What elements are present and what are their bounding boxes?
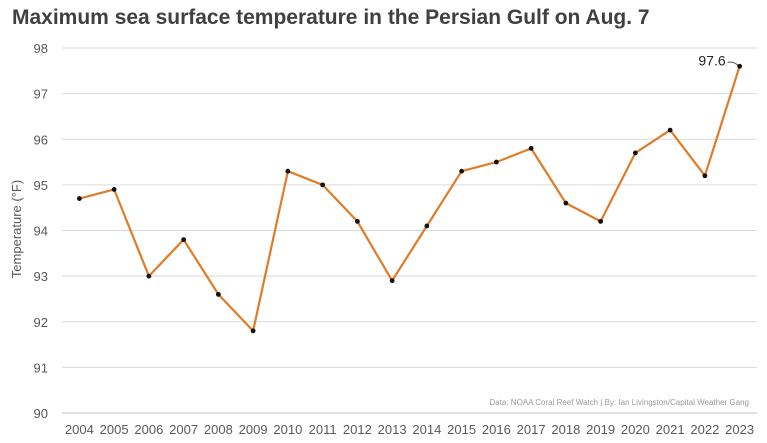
x-tick-label: 2015 (447, 422, 476, 437)
x-tick-label: 2017 (517, 422, 546, 437)
y-tick-label: 90 (34, 406, 48, 421)
x-tick-label: 2009 (239, 422, 268, 437)
source-note: Data: NOAA Coral Reef Watch | By: Ian Li… (489, 398, 749, 407)
x-tick-label: 2022 (690, 422, 719, 437)
y-tick-label: 95 (34, 178, 48, 193)
x-tick-label: 2011 (309, 422, 337, 437)
x-tick-label: 2012 (343, 422, 372, 437)
data-point (354, 218, 360, 224)
x-tick-label: 2016 (482, 422, 511, 437)
y-axis-label: Temperature (°F) (9, 180, 24, 278)
x-tick-label: 2010 (273, 422, 302, 437)
data-point (146, 273, 152, 279)
x-tick-label: 2007 (169, 422, 198, 437)
data-point (250, 328, 256, 334)
data-point (320, 182, 326, 188)
y-axis: 90 91 92 93 94 95 96 97 98 (34, 41, 48, 421)
x-tick-label: 2014 (412, 422, 441, 437)
data-point (598, 218, 604, 224)
y-tick-label: 98 (34, 41, 48, 56)
data-label: 97.6 (698, 52, 725, 68)
data-point (459, 168, 465, 174)
x-tick-label: 2018 (551, 422, 580, 437)
data-point (632, 150, 638, 156)
data-point (181, 237, 187, 243)
data-point (702, 173, 708, 179)
series-temperature: 97.6 (76, 52, 743, 334)
data-point (215, 291, 221, 297)
data-point (737, 63, 743, 69)
x-tick-label: 2004 (65, 422, 94, 437)
data-point (528, 145, 534, 151)
x-tick-label: 2020 (621, 422, 650, 437)
x-axis: 2004 2005 2006 2007 2008 2009 2010 2011 2012 2013… (65, 422, 754, 437)
y-tick-label: 91 (34, 360, 48, 375)
data-point (563, 200, 569, 206)
x-tick-label: 2005 (100, 422, 129, 437)
data-point (667, 127, 673, 133)
gridlines (62, 47, 757, 414)
y-tick-label: 92 (34, 315, 48, 330)
x-tick-label: 2013 (378, 422, 407, 437)
y-tick-label: 97 (34, 87, 48, 102)
y-tick-label: 93 (34, 269, 48, 284)
series-line (79, 65, 741, 332)
data-point (76, 196, 82, 201)
y-tick-label: 96 (34, 132, 48, 147)
data-point (424, 223, 430, 229)
x-tick-label: 2006 (134, 422, 163, 437)
y-tick-label: 94 (34, 224, 48, 239)
data-point (285, 168, 291, 174)
data-point (389, 278, 395, 284)
chart-title: Maximum sea surface temperature in the P… (12, 6, 650, 29)
x-tick-label: 2008 (204, 422, 233, 437)
x-tick-label: 2019 (586, 422, 615, 437)
data-point (493, 159, 499, 165)
x-tick-label: 2023 (725, 422, 754, 437)
data-point (111, 187, 117, 192)
annotation-leader (727, 61, 738, 66)
x-tick-label: 2021 (656, 422, 685, 437)
